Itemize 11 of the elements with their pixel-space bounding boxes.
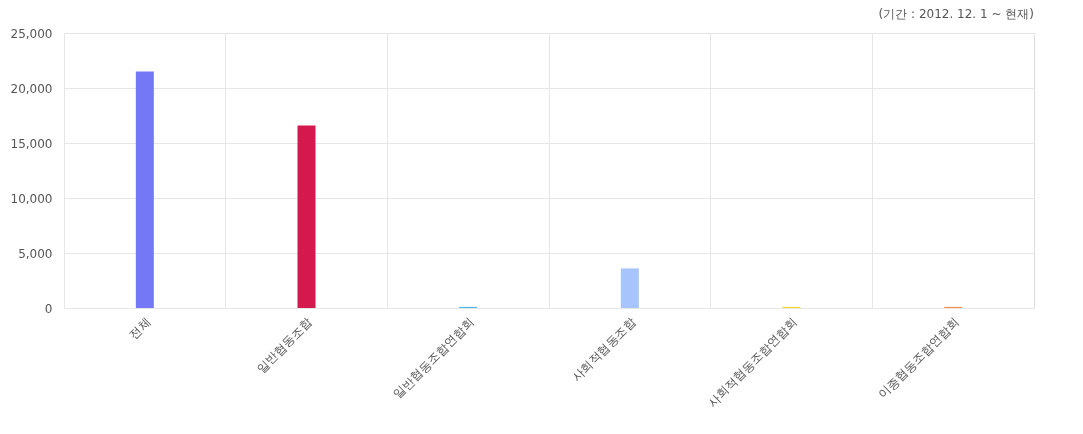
y-tick-label: 0 [44,301,53,316]
y-tick-label: 15,000 [10,136,53,151]
x-tick-label: 전체 [126,315,154,342]
bar [135,71,154,308]
bar [297,125,316,308]
bar [620,268,639,308]
y-tick-label: 25,000 [10,26,53,41]
y-tick-label: 10,000 [10,191,53,206]
y-tick-label: 5,000 [18,246,53,261]
y-tick-label: 20,000 [10,81,53,96]
text: (기간 : 2012. 12. 1 ~ 현재) [878,7,1034,21]
